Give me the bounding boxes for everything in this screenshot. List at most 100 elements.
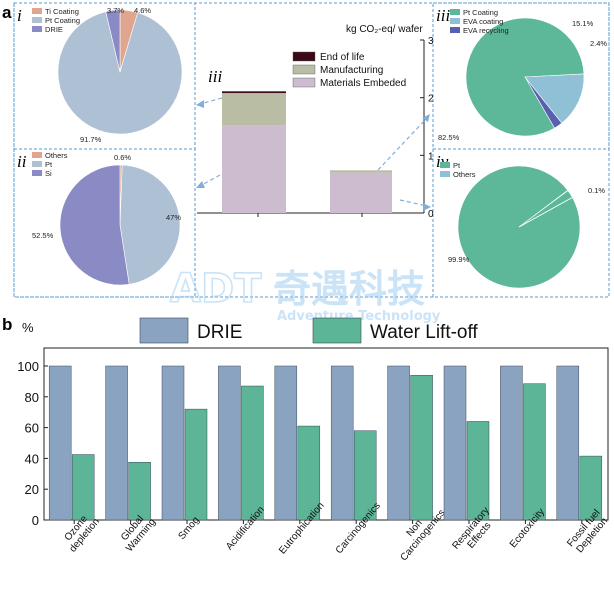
bar-legend-swatch <box>292 77 316 88</box>
pie-percent-label: 99.9% <box>448 255 470 264</box>
bar-drie-4 <box>274 365 298 521</box>
watermark-logo: ADT <box>170 266 262 312</box>
pie-legend-label: Others <box>45 151 68 160</box>
pie-ii-slice-si <box>59 164 130 286</box>
bar-legend-label: Manufacturing <box>320 65 383 76</box>
pie-percent-label: 3.7% <box>107 6 124 15</box>
stack-bar-2-materials <box>330 172 392 213</box>
arrow-head-iii <box>422 114 430 122</box>
arrow-to-pie-i <box>199 97 223 105</box>
bar-water-lift-off-2 <box>184 408 208 521</box>
bar-drie-5 <box>330 365 354 521</box>
bar-water-lift-off-8 <box>523 383 546 521</box>
ytick-label: 40 <box>25 451 39 466</box>
pie-i-slice-drie <box>105 9 121 73</box>
pie-legend-swatch <box>450 18 460 24</box>
pie-ii-roman: ii <box>17 152 27 171</box>
pie-percent-label: 47% <box>166 213 181 222</box>
pie-legend-label: DRIE <box>45 25 63 34</box>
pie-i-roman: i <box>17 6 22 25</box>
pie-ii-box <box>13 148 196 298</box>
pie-percent-label: 2.4% <box>590 39 607 48</box>
bar-water-lift-off-6 <box>410 374 433 521</box>
pie-legend-swatch <box>32 152 42 158</box>
panel-b-ylabel: % <box>22 320 34 335</box>
pie-legend-label: Pt Coating <box>463 8 498 17</box>
bar-drie-3 <box>218 365 241 521</box>
arrow-head-iv <box>423 203 431 211</box>
pie-legend-label: Ti Coating <box>45 7 79 16</box>
pie-legend-swatch <box>450 27 460 33</box>
bar-water-lift-off-3 <box>241 385 264 521</box>
pie-legend-swatch <box>32 161 42 167</box>
plot-frame <box>43 347 609 521</box>
pie-iv-box <box>432 148 610 298</box>
arrow-head-i <box>196 100 204 108</box>
bar-water-lift-off-9 <box>579 455 603 521</box>
ytick-label: 60 <box>25 421 39 436</box>
pie-iv-leader-line <box>518 190 585 228</box>
legend-label: Water Lift-off <box>370 322 478 343</box>
bar-chart-ylabel: kg CO₂-eq/ wafer <box>346 24 423 35</box>
bar-legend-label: Materials Embeded <box>320 78 406 89</box>
bar-drie-6 <box>387 365 410 521</box>
pie-percent-label: 4.6% <box>134 6 151 15</box>
bar-chart-ytick-label: 1 <box>428 151 434 162</box>
stack-bar-1-manufacturing <box>222 93 286 126</box>
pie-legend-swatch <box>32 17 42 23</box>
pie-iii-roman: iii <box>436 6 450 25</box>
arrow-head-ii <box>196 181 205 188</box>
pie-percent-label: 0.1% <box>588 186 605 195</box>
stack-bar-2-manufacturing <box>330 170 392 173</box>
panel-b-letter: b <box>2 315 12 334</box>
legend-label: DRIE <box>197 322 242 343</box>
pie-i-slice-pt-coating <box>57 11 183 135</box>
bar-drie-2 <box>161 365 185 521</box>
pie-legend-label: EVA coating <box>463 17 503 26</box>
bar-water-lift-off-4 <box>297 425 321 521</box>
bar-drie-1 <box>105 365 128 521</box>
bar-legend-swatch <box>292 64 316 75</box>
bar-legend-label: End of life <box>320 52 365 63</box>
pie-ii-slice-pt <box>119 164 181 285</box>
bar-chart-ytick-label: 0 <box>428 209 434 220</box>
pie-legend-swatch <box>440 162 450 168</box>
pie-legend-label: Pt <box>45 160 53 169</box>
arrow-to-pie-iv <box>399 199 428 207</box>
pie-legend-swatch <box>450 9 460 15</box>
pie-legend-label: Si <box>45 169 52 178</box>
watermark: ADT 奇遇科技 Adventure Technology <box>169 265 441 324</box>
stack-bar-1-materials <box>222 125 286 213</box>
bar-water-lift-off-7 <box>466 421 490 521</box>
pie-percent-label: 15.1% <box>572 19 594 28</box>
pie-legend-label: Others <box>453 170 476 179</box>
ytick-label: 20 <box>25 482 39 497</box>
pie-legend-label: EVA recycling <box>463 26 509 35</box>
ytick-label: 100 <box>17 359 39 374</box>
bar-chart-ytick-label: 3 <box>428 36 434 47</box>
pie-percent-label: 0.6% <box>114 153 131 162</box>
bar-legend-swatch <box>292 51 316 62</box>
bar-drie-7 <box>443 365 467 521</box>
legend-swatch-drie <box>139 317 189 344</box>
arrow-to-pie-ii <box>199 174 221 187</box>
bar-drie-0 <box>48 365 72 521</box>
pie-legend-swatch <box>32 170 42 176</box>
pie-legend-label: Pt <box>453 161 461 170</box>
connector-arrows <box>196 97 431 211</box>
ytick-label: 80 <box>25 390 39 405</box>
arrow-to-pie-iii <box>377 117 428 171</box>
pie-legend-swatch <box>32 26 42 32</box>
pie-iii-slice-eva-coating <box>524 73 585 124</box>
legend-swatch-water-lift-off <box>312 317 362 344</box>
pie-legend-label: Pt Coating <box>45 16 80 25</box>
panel-a-letter: a <box>2 3 12 22</box>
pie-percent-label: 52.5% <box>32 231 54 240</box>
